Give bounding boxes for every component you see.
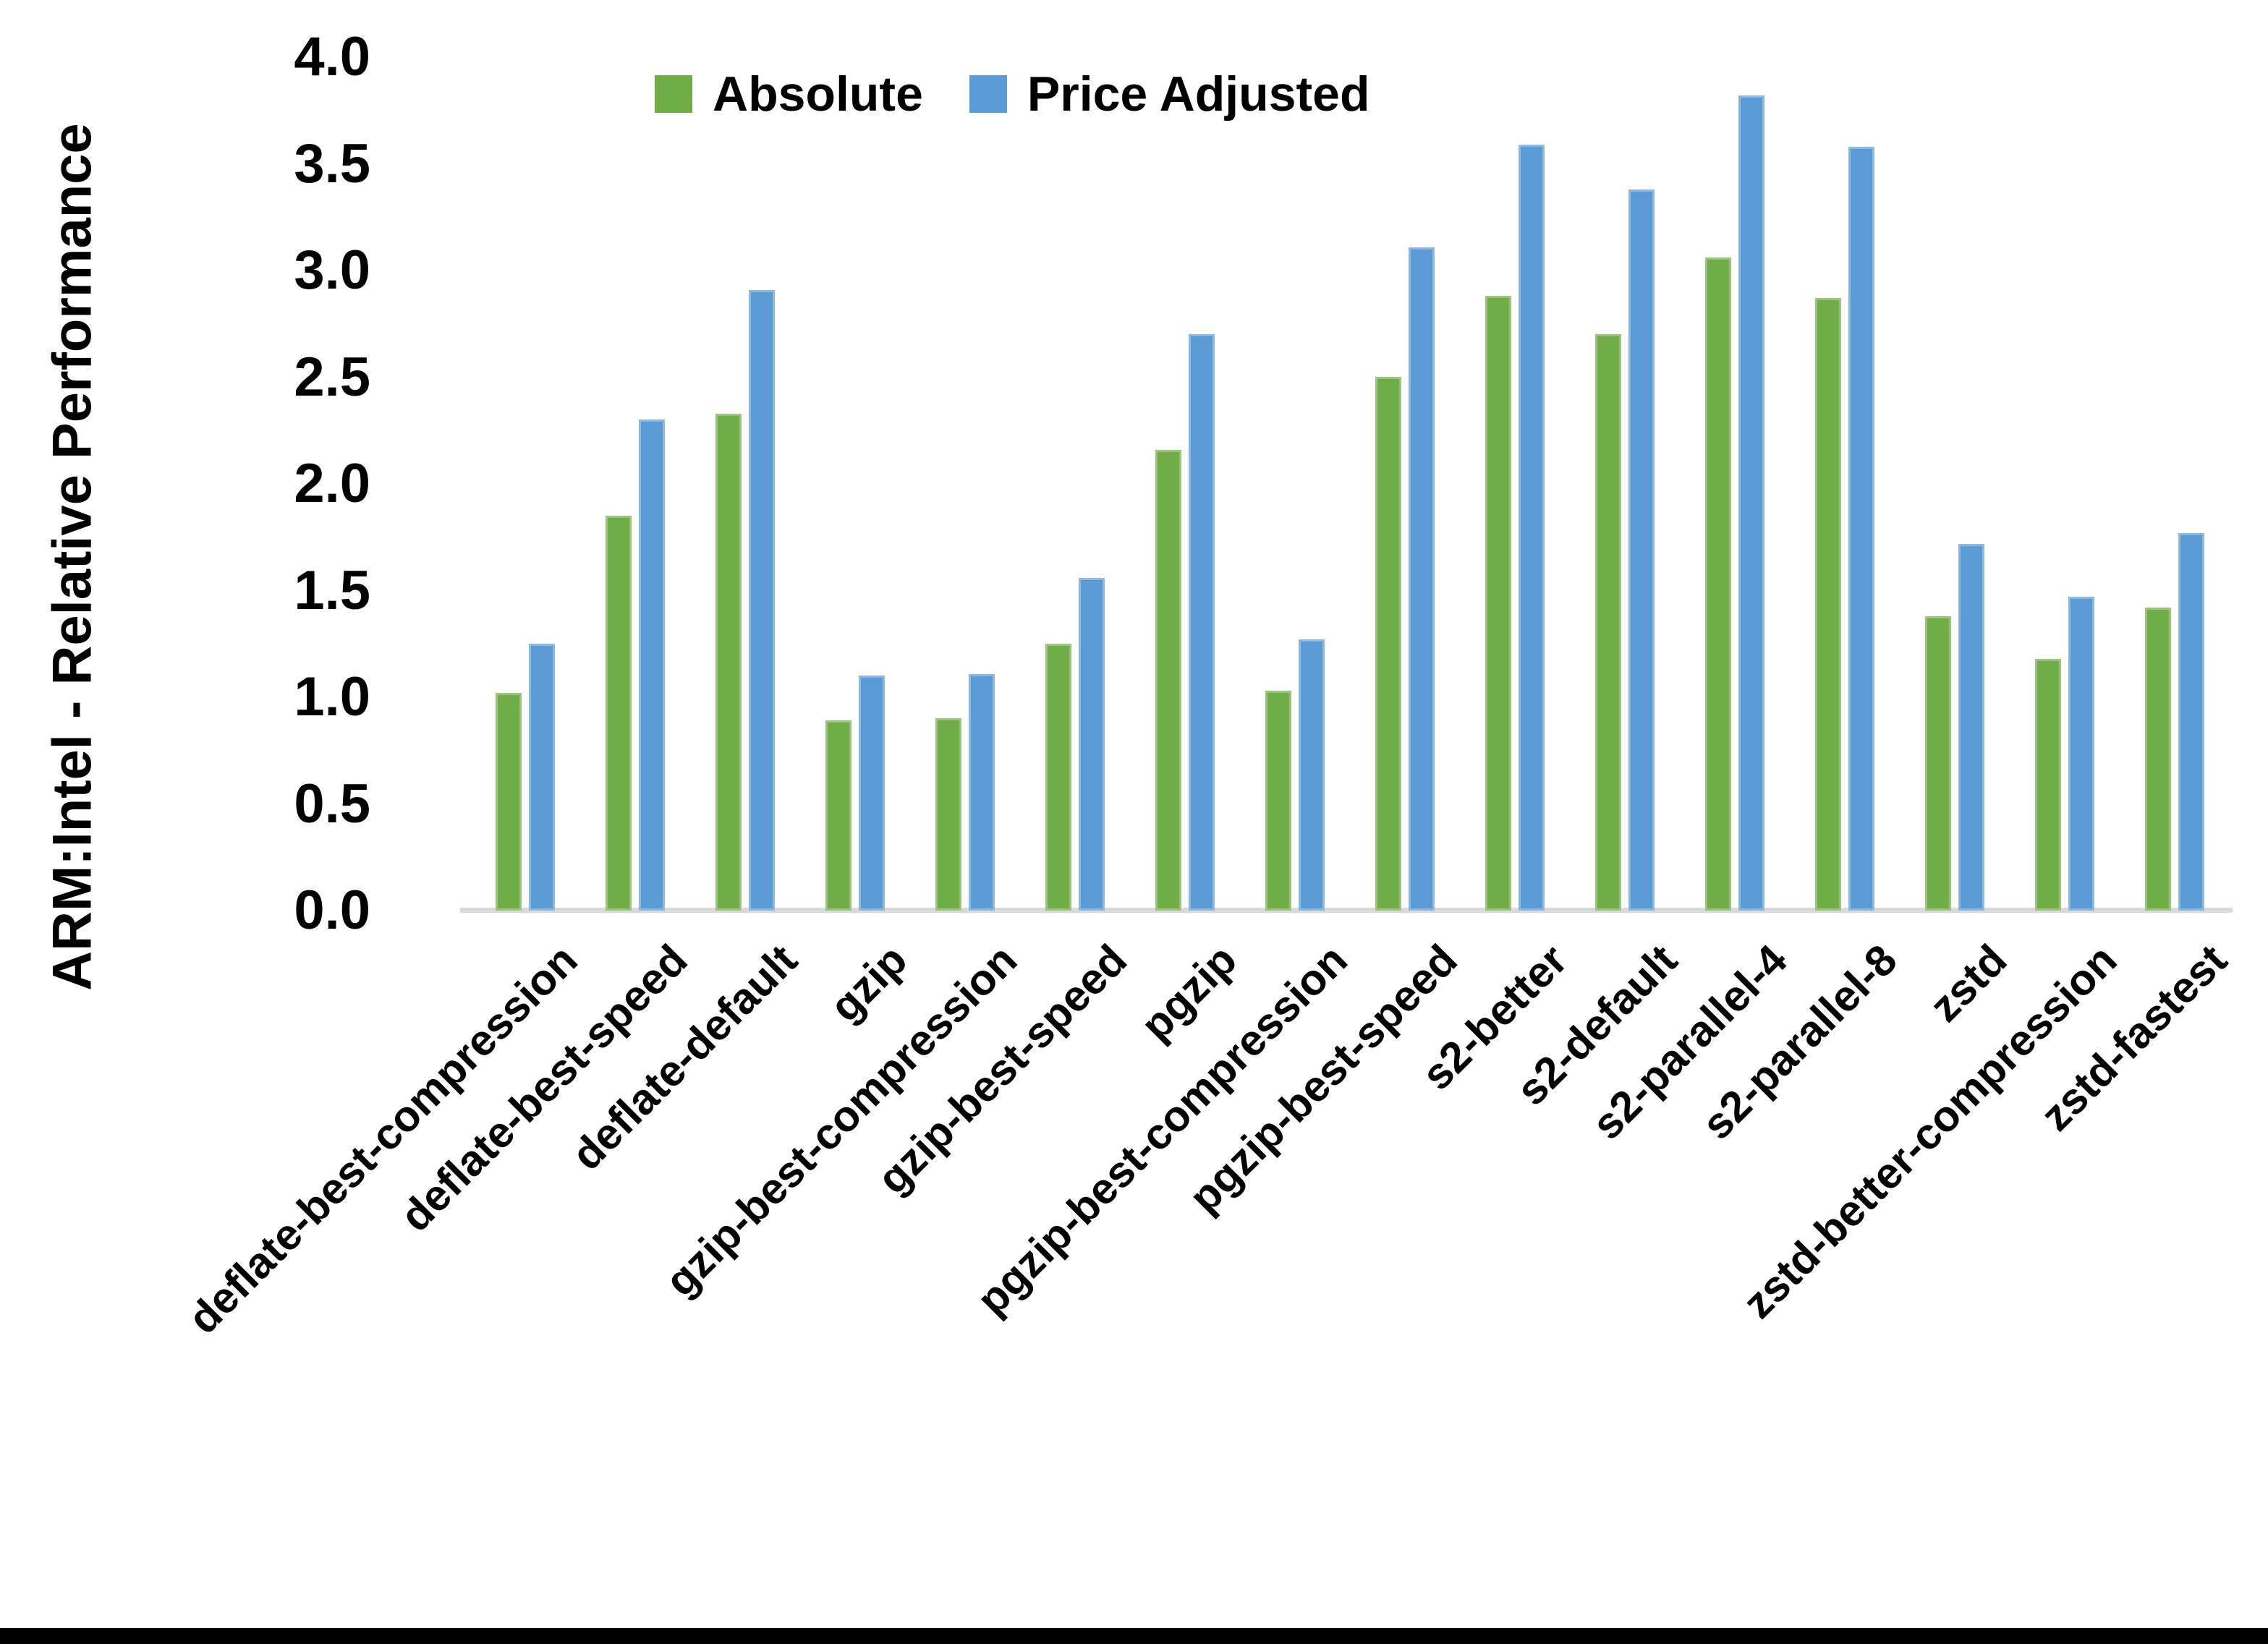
bar-price-adjusted-zstd[interactable]	[1958, 544, 1984, 911]
legend-item-price-adjusted[interactable]: Price Adjusted	[969, 69, 1370, 119]
bar-group-pgzip-best-compression	[1240, 57, 1350, 911]
bar-group-deflate-default	[690, 57, 800, 911]
y-tick-4.0: 4.0	[294, 26, 370, 88]
bar-price-adjusted-s2-parallel-4[interactable]	[1738, 95, 1764, 911]
bar-pair-gzip	[825, 676, 885, 911]
x-tick-zstd: zstd	[1920, 935, 2016, 1031]
legend: Absolute Price Adjusted	[655, 69, 1370, 119]
bar-group-s2-parallel-8	[1790, 57, 1900, 911]
plot-area	[470, 57, 2230, 911]
y-tick-0.0: 0.0	[294, 880, 370, 941]
bar-price-adjusted-gzip[interactable]	[859, 676, 885, 911]
bar-absolute-pgzip-best-compression[interactable]	[1265, 691, 1291, 911]
bar-absolute-zstd-better-compression[interactable]	[2035, 659, 2061, 911]
bar-price-adjusted-zstd-better-compression[interactable]	[2068, 597, 2094, 911]
bar-pair-deflate-best-speed	[606, 419, 665, 911]
x-axis-line	[460, 908, 2233, 913]
legend-item-absolute[interactable]: Absolute	[655, 69, 923, 119]
bar-absolute-gzip[interactable]	[825, 720, 851, 911]
bar-pair-gzip-best-compression	[935, 674, 995, 911]
bar-absolute-zstd-fastest[interactable]	[2145, 608, 2171, 911]
bar-pair-s2-parallel-4	[1705, 95, 1764, 911]
bar-absolute-s2-parallel-8[interactable]	[1815, 298, 1841, 911]
bar-group-gzip-best-compression	[910, 57, 1020, 911]
y-tick-2.0: 2.0	[294, 453, 370, 514]
bar-price-adjusted-deflate-best-compression[interactable]	[529, 644, 555, 911]
bar-group-pgzip	[1130, 57, 1240, 911]
y-tick-3.0: 3.0	[294, 239, 370, 301]
bar-absolute-deflate-default[interactable]	[715, 414, 742, 911]
bar-price-adjusted-s2-parallel-8[interactable]	[1848, 147, 1874, 911]
y-tick-3.5: 3.5	[294, 132, 370, 195]
bar-pair-deflate-default	[715, 290, 775, 911]
bar-pair-zstd	[1925, 544, 1984, 911]
bar-group-s2-parallel-4	[1680, 57, 1790, 911]
bar-price-adjusted-s2-default[interactable]	[1628, 189, 1655, 911]
page-bottom-border	[0, 1628, 2268, 1644]
bar-absolute-gzip-best-speed[interactable]	[1045, 644, 1071, 911]
bar-group-gzip-best-speed	[1020, 57, 1130, 911]
bar-pair-pgzip-best-compression	[1265, 639, 1325, 911]
bar-price-adjusted-pgzip[interactable]	[1189, 334, 1215, 911]
bar-absolute-pgzip[interactable]	[1155, 450, 1181, 911]
bar-pair-gzip-best-speed	[1045, 578, 1105, 911]
bar-pair-deflate-best-compression	[496, 644, 555, 911]
bar-pair-pgzip-best-speed	[1375, 247, 1435, 911]
bar-absolute-s2-parallel-4[interactable]	[1705, 257, 1731, 911]
bar-pair-s2-parallel-8	[1815, 147, 1874, 911]
bar-pair-s2-better	[1485, 145, 1545, 911]
bar-group-deflate-best-compression	[470, 57, 580, 911]
y-tick-2.5: 2.5	[294, 346, 370, 408]
y-axis-title: ARM:Intel - Relative Performance	[41, 123, 103, 991]
bar-absolute-s2-default[interactable]	[1595, 334, 1621, 911]
bar-pair-zstd-fastest	[2145, 533, 2204, 911]
y-tick-1.0: 1.0	[294, 666, 370, 728]
bar-group-s2-default	[1570, 57, 1680, 911]
bar-group-s2-better	[1460, 57, 1570, 911]
bar-price-adjusted-pgzip-best-compression[interactable]	[1299, 639, 1325, 911]
x-tick-s2-parallel-4: s2-parallel-4	[1582, 935, 1796, 1149]
bar-absolute-deflate-best-compression[interactable]	[496, 693, 522, 911]
x-tick-s2-parallel-8: s2-parallel-8	[1692, 935, 1906, 1149]
bar-absolute-s2-better[interactable]	[1485, 296, 1511, 911]
bar-absolute-zstd[interactable]	[1925, 616, 1951, 911]
bar-absolute-deflate-best-speed[interactable]	[606, 516, 632, 911]
y-tick-0.5: 0.5	[294, 772, 370, 835]
bar-group-gzip	[800, 57, 910, 911]
bar-price-adjusted-gzip-best-compression[interactable]	[969, 674, 995, 911]
bar-group-deflate-best-speed	[580, 57, 690, 911]
bar-price-adjusted-deflate-default[interactable]	[749, 290, 775, 911]
bar-group-pgzip-best-speed	[1350, 57, 1460, 911]
bar-group-zstd-better-compression	[2010, 57, 2120, 911]
x-tick-gzip: gzip	[820, 935, 917, 1031]
bar-pair-pgzip	[1155, 334, 1215, 911]
bar-price-adjusted-gzip-best-speed[interactable]	[1079, 578, 1105, 911]
bar-price-adjusted-s2-better[interactable]	[1519, 145, 1545, 911]
bar-price-adjusted-zstd-fastest[interactable]	[2178, 533, 2204, 911]
bar-absolute-gzip-best-compression[interactable]	[935, 718, 961, 911]
bar-pair-zstd-better-compression	[2035, 597, 2094, 911]
y-tick-1.5: 1.5	[294, 559, 370, 621]
bar-group-zstd-fastest	[2120, 57, 2230, 911]
bar-price-adjusted-pgzip-best-speed[interactable]	[1409, 247, 1435, 911]
legend-label-price-adjusted: Price Adjusted	[1027, 67, 1370, 122]
bar-absolute-pgzip-best-speed[interactable]	[1375, 377, 1401, 911]
legend-swatch-absolute	[655, 75, 692, 113]
bar-group-zstd	[1900, 57, 2010, 911]
legend-swatch-price-adjusted	[969, 75, 1007, 113]
bar-price-adjusted-deflate-best-speed[interactable]	[639, 419, 665, 911]
bar-pair-s2-default	[1595, 189, 1655, 911]
legend-label-absolute: Absolute	[713, 67, 923, 122]
